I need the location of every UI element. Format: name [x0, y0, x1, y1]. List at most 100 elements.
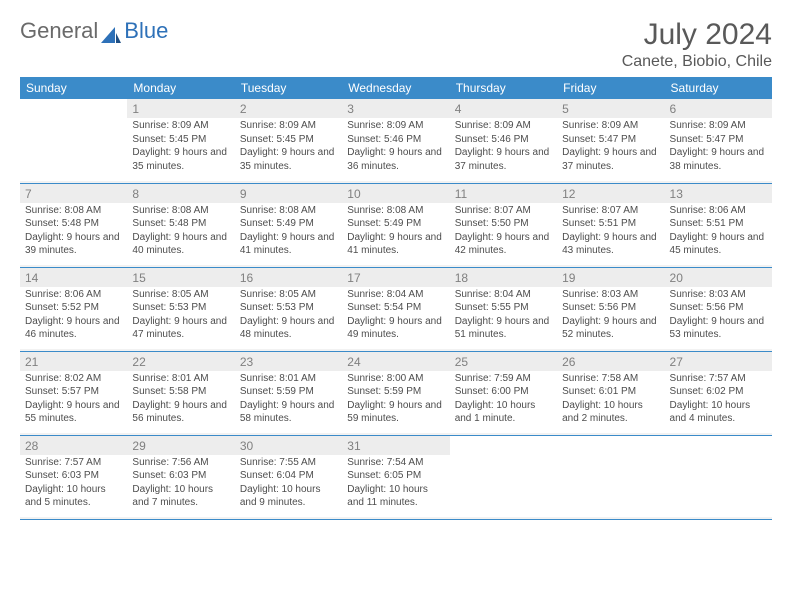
- calendar-cell: 16Sunrise: 8:05 AMSunset: 5:53 PMDayligh…: [235, 267, 342, 349]
- day-number: 8: [127, 184, 234, 203]
- sunrise-text: Sunrise: 7:58 AM: [562, 372, 659, 386]
- day-number: 31: [342, 436, 449, 455]
- calendar-cell: 4Sunrise: 8:09 AMSunset: 5:46 PMDaylight…: [450, 99, 557, 181]
- sunrise-text: Sunrise: 8:01 AM: [132, 372, 229, 386]
- calendar-week-row: 7Sunrise: 8:08 AMSunset: 5:48 PMDaylight…: [20, 183, 772, 265]
- calendar-cell: 5Sunrise: 8:09 AMSunset: 5:47 PMDaylight…: [557, 99, 664, 181]
- calendar-cell: 19Sunrise: 8:03 AMSunset: 5:56 PMDayligh…: [557, 267, 664, 349]
- calendar-cell: 21Sunrise: 8:02 AMSunset: 5:57 PMDayligh…: [20, 351, 127, 433]
- calendar-cell: 6Sunrise: 8:09 AMSunset: 5:47 PMDaylight…: [665, 99, 772, 181]
- daylight-text: Daylight: 10 hours and 4 minutes.: [670, 399, 767, 426]
- sunset-text: Sunset: 5:57 PM: [25, 385, 122, 399]
- sunset-text: Sunset: 5:53 PM: [240, 301, 337, 315]
- daylight-text: Daylight: 9 hours and 55 minutes.: [25, 399, 122, 426]
- calendar-cell: 17Sunrise: 8:04 AMSunset: 5:54 PMDayligh…: [342, 267, 449, 349]
- daylight-text: Daylight: 10 hours and 9 minutes.: [240, 483, 337, 510]
- sunrise-text: Sunrise: 8:08 AM: [132, 204, 229, 218]
- sunset-text: Sunset: 6:03 PM: [132, 469, 229, 483]
- calendar-body: 1Sunrise: 8:09 AMSunset: 5:45 PMDaylight…: [20, 99, 772, 519]
- sunrise-text: Sunrise: 7:57 AM: [670, 372, 767, 386]
- day-header: Wednesday: [342, 77, 449, 99]
- calendar-cell: 13Sunrise: 8:06 AMSunset: 5:51 PMDayligh…: [665, 183, 772, 265]
- day-number: 6: [665, 99, 772, 118]
- day-number: 15: [127, 268, 234, 287]
- daylight-text: Daylight: 9 hours and 53 minutes.: [670, 315, 767, 342]
- sunrise-text: Sunrise: 8:04 AM: [347, 288, 444, 302]
- daylight-text: Daylight: 9 hours and 41 minutes.: [347, 231, 444, 258]
- calendar-cell: 9Sunrise: 8:08 AMSunset: 5:49 PMDaylight…: [235, 183, 342, 265]
- day-number: 27: [665, 352, 772, 371]
- sunrise-text: Sunrise: 7:57 AM: [25, 456, 122, 470]
- sunset-text: Sunset: 5:48 PM: [132, 217, 229, 231]
- sunrise-text: Sunrise: 7:55 AM: [240, 456, 337, 470]
- sunset-text: Sunset: 5:56 PM: [562, 301, 659, 315]
- calendar-cell: 14Sunrise: 8:06 AMSunset: 5:52 PMDayligh…: [20, 267, 127, 349]
- daylight-text: Daylight: 9 hours and 59 minutes.: [347, 399, 444, 426]
- daylight-text: Daylight: 9 hours and 49 minutes.: [347, 315, 444, 342]
- sunset-text: Sunset: 6:01 PM: [562, 385, 659, 399]
- sunset-text: Sunset: 5:45 PM: [132, 133, 229, 147]
- day-header: Saturday: [665, 77, 772, 99]
- calendar-cell: 8Sunrise: 8:08 AMSunset: 5:48 PMDaylight…: [127, 183, 234, 265]
- day-number: 11: [450, 184, 557, 203]
- sunrise-text: Sunrise: 8:00 AM: [347, 372, 444, 386]
- day-number: 13: [665, 184, 772, 203]
- sunrise-text: Sunrise: 8:09 AM: [670, 119, 767, 133]
- day-number: 21: [20, 352, 127, 371]
- day-number: 7: [20, 184, 127, 203]
- calendar-week-row: 28Sunrise: 7:57 AMSunset: 6:03 PMDayligh…: [20, 435, 772, 517]
- sunrise-text: Sunrise: 8:08 AM: [25, 204, 122, 218]
- daylight-text: Daylight: 9 hours and 38 minutes.: [670, 146, 767, 173]
- daylight-text: Daylight: 9 hours and 45 minutes.: [670, 231, 767, 258]
- sunset-text: Sunset: 5:49 PM: [240, 217, 337, 231]
- day-number: 29: [127, 436, 234, 455]
- sunrise-text: Sunrise: 8:05 AM: [132, 288, 229, 302]
- day-number: 4: [450, 99, 557, 118]
- sunset-text: Sunset: 6:03 PM: [25, 469, 122, 483]
- sunrise-text: Sunrise: 8:03 AM: [670, 288, 767, 302]
- daylight-text: Daylight: 9 hours and 58 minutes.: [240, 399, 337, 426]
- sunrise-text: Sunrise: 7:59 AM: [455, 372, 552, 386]
- daylight-text: Daylight: 9 hours and 39 minutes.: [25, 231, 122, 258]
- day-header: Tuesday: [235, 77, 342, 99]
- sunset-text: Sunset: 5:59 PM: [240, 385, 337, 399]
- sunset-text: Sunset: 5:53 PM: [132, 301, 229, 315]
- day-number: 16: [235, 268, 342, 287]
- daylight-text: Daylight: 9 hours and 40 minutes.: [132, 231, 229, 258]
- calendar-cell: 23Sunrise: 8:01 AMSunset: 5:59 PMDayligh…: [235, 351, 342, 433]
- sunrise-text: Sunrise: 8:09 AM: [240, 119, 337, 133]
- calendar-cell: 26Sunrise: 7:58 AMSunset: 6:01 PMDayligh…: [557, 351, 664, 433]
- calendar-cell: 27Sunrise: 7:57 AMSunset: 6:02 PMDayligh…: [665, 351, 772, 433]
- calendar-cell: 29Sunrise: 7:56 AMSunset: 6:03 PMDayligh…: [127, 435, 234, 517]
- daylight-text: Daylight: 10 hours and 2 minutes.: [562, 399, 659, 426]
- calendar-cell: 18Sunrise: 8:04 AMSunset: 5:55 PMDayligh…: [450, 267, 557, 349]
- calendar-cell: 11Sunrise: 8:07 AMSunset: 5:50 PMDayligh…: [450, 183, 557, 265]
- calendar-cell: 20Sunrise: 8:03 AMSunset: 5:56 PMDayligh…: [665, 267, 772, 349]
- sunset-text: Sunset: 5:52 PM: [25, 301, 122, 315]
- day-number: 10: [342, 184, 449, 203]
- daylight-text: Daylight: 9 hours and 42 minutes.: [455, 231, 552, 258]
- sunrise-text: Sunrise: 8:09 AM: [455, 119, 552, 133]
- calendar-cell: 22Sunrise: 8:01 AMSunset: 5:58 PMDayligh…: [127, 351, 234, 433]
- sunrise-text: Sunrise: 8:06 AM: [670, 204, 767, 218]
- sunset-text: Sunset: 5:46 PM: [455, 133, 552, 147]
- sunset-text: Sunset: 5:49 PM: [347, 217, 444, 231]
- sunrise-text: Sunrise: 8:01 AM: [240, 372, 337, 386]
- sunset-text: Sunset: 5:45 PM: [240, 133, 337, 147]
- sunrise-text: Sunrise: 7:54 AM: [347, 456, 444, 470]
- daylight-text: Daylight: 9 hours and 52 minutes.: [562, 315, 659, 342]
- page-header: General Blue July 2024 Canete, Biobio, C…: [20, 18, 772, 71]
- calendar-cell: 28Sunrise: 7:57 AMSunset: 6:03 PMDayligh…: [20, 435, 127, 517]
- day-header: Monday: [127, 77, 234, 99]
- calendar-cell: 1Sunrise: 8:09 AMSunset: 5:45 PMDaylight…: [127, 99, 234, 181]
- calendar-cell: 30Sunrise: 7:55 AMSunset: 6:04 PMDayligh…: [235, 435, 342, 517]
- day-number: 5: [557, 99, 664, 118]
- title-block: July 2024 Canete, Biobio, Chile: [622, 18, 772, 71]
- daylight-text: Daylight: 10 hours and 11 minutes.: [347, 483, 444, 510]
- calendar-week-row: 21Sunrise: 8:02 AMSunset: 5:57 PMDayligh…: [20, 351, 772, 433]
- calendar-page: General Blue July 2024 Canete, Biobio, C…: [0, 0, 792, 520]
- sunrise-text: Sunrise: 7:56 AM: [132, 456, 229, 470]
- sunset-text: Sunset: 5:51 PM: [670, 217, 767, 231]
- sunrise-text: Sunrise: 8:05 AM: [240, 288, 337, 302]
- day-header-row: Sunday Monday Tuesday Wednesday Thursday…: [20, 77, 772, 99]
